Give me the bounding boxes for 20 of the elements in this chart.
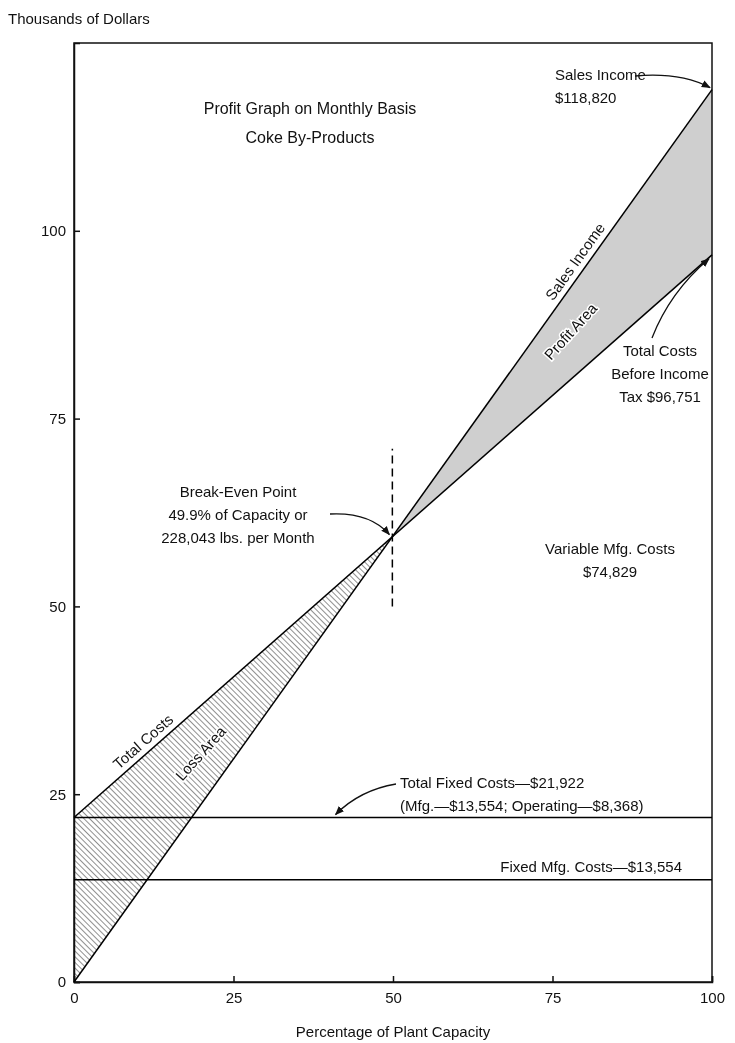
y-tick-label: 50 <box>49 597 66 615</box>
y-tick-label: 75 <box>49 409 66 427</box>
text: Coke By-Products <box>245 129 375 146</box>
y-axis-title: Thousands of Dollars <box>8 10 150 27</box>
x-tick-label: 0 <box>70 988 79 1006</box>
y-tick-label: 25 <box>49 785 66 803</box>
y-tick-label: 0 <box>57 973 66 991</box>
annotation: Total Fixed Costs—$21,922 (Mfg.—$13,554; Operating—$8,368) <box>400 774 644 814</box>
text: Profit Graph on Monthly Basis <box>203 100 417 117</box>
x-tick-label: 50 <box>385 988 402 1006</box>
annotation: Sales Income $118,820 <box>555 66 646 106</box>
annotation: Total Costs Before Income Tax $96,751 <box>611 342 709 405</box>
x-axis-title: Percentage of Plant Capacity <box>295 1023 491 1040</box>
x-tick-label: 100 <box>699 988 726 1006</box>
annotation: Fixed Mfg. Costs—$13,554 <box>500 857 682 875</box>
y-tick-label: 100 <box>40 222 66 240</box>
annotation: Break-Even Point 49.9% of Capacity or 228,043 lbs. per Month <box>161 483 315 546</box>
annotation: Variable Mfg. Costs $74,829 <box>545 540 675 580</box>
x-tick-label: 75 <box>544 988 562 1006</box>
x-tick-label: 25 <box>225 988 243 1006</box>
